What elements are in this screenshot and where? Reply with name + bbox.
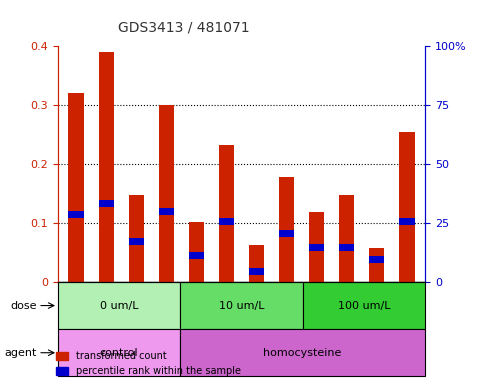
Bar	[279, 177, 294, 282]
Bar	[339, 195, 355, 282]
FancyBboxPatch shape	[180, 282, 303, 329]
Text: homocysteine: homocysteine	[264, 348, 342, 358]
Bar	[309, 212, 324, 282]
Text: control: control	[100, 348, 139, 358]
Bar	[159, 105, 174, 282]
Bar	[69, 210, 84, 218]
Bar	[128, 195, 144, 282]
Legend: transformed count, percentile rank within the sample: transformed count, percentile rank withi…	[53, 348, 243, 379]
Bar	[249, 245, 264, 282]
Bar	[219, 145, 234, 282]
Bar	[99, 52, 114, 282]
FancyBboxPatch shape	[58, 282, 180, 329]
Bar	[219, 218, 234, 225]
Bar	[159, 208, 174, 215]
Bar	[99, 200, 114, 207]
Bar	[249, 268, 264, 275]
Text: dose: dose	[10, 301, 37, 311]
Bar	[128, 238, 144, 245]
Bar	[399, 132, 414, 282]
Bar	[339, 244, 355, 251]
Bar	[369, 248, 384, 282]
Text: 10 um/L: 10 um/L	[219, 301, 264, 311]
Text: GDS3413 / 481071: GDS3413 / 481071	[118, 21, 249, 35]
Text: 0 um/L: 0 um/L	[100, 301, 139, 311]
Text: 100 um/L: 100 um/L	[338, 301, 390, 311]
Bar	[369, 256, 384, 263]
Bar	[279, 230, 294, 237]
Bar	[189, 252, 204, 259]
FancyBboxPatch shape	[303, 282, 425, 329]
FancyBboxPatch shape	[58, 329, 180, 376]
Bar	[69, 93, 84, 282]
Bar	[189, 222, 204, 282]
Bar	[399, 218, 414, 225]
Bar	[309, 244, 324, 251]
FancyBboxPatch shape	[180, 329, 425, 376]
Text: agent: agent	[4, 348, 37, 358]
